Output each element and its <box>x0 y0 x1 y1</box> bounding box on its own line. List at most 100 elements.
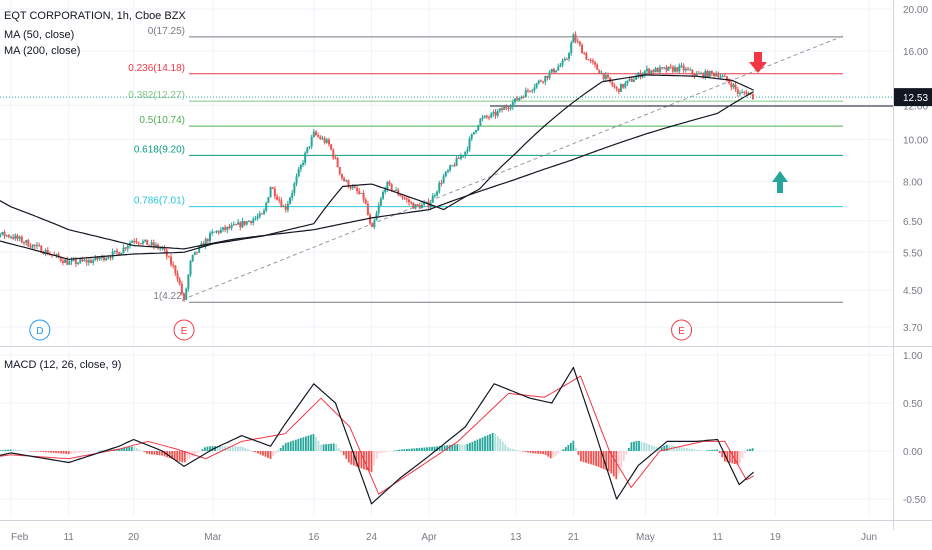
candle-body-138 <box>265 202 268 211</box>
candle-body-173 <box>340 173 343 179</box>
candle-body-112 <box>208 233 211 242</box>
candle-body-51 <box>77 262 80 264</box>
fibonacci-retracement[interactable]: 0(17.25) 0.236(14.18) 0.382(12.27) 0.5(10.7… <box>128 26 843 303</box>
candle-body-291 <box>596 64 599 70</box>
event-marker-circle-0[interactable] <box>29 319 51 341</box>
macd-histogram-bar-271 <box>650 445 653 451</box>
candle-body-266 <box>542 81 545 83</box>
macd-histogram-bar-71 <box>146 451 148 454</box>
candle-body-257 <box>522 96 525 98</box>
candle-body-23 <box>16 235 19 239</box>
macd-histogram-bar-180 <box>421 447 423 451</box>
macd-histogram-bar-199 <box>469 442 471 451</box>
macd-histogram-bar-214 <box>506 447 509 451</box>
event-marker-circle-1[interactable] <box>173 319 195 341</box>
candle-body-145 <box>280 200 283 207</box>
candle-body-298 <box>611 82 614 86</box>
time-tick-label-5: 24 <box>366 532 378 543</box>
macd-histogram-bar-101 <box>221 446 224 451</box>
candle-body-279 <box>570 42 573 54</box>
macd-histogram-bar-306 <box>739 451 741 464</box>
macd-histogram-bar-165 <box>383 451 386 453</box>
price-tick-label-1: 16.00 <box>903 47 928 58</box>
candle-body-324 <box>667 66 670 71</box>
candle-body-57 <box>90 260 93 263</box>
red-down-arrow-icon[interactable] <box>749 52 767 73</box>
candle-body-238 <box>481 117 484 119</box>
macd-histogram-bar-250 <box>597 451 600 468</box>
macd-histogram-bar-81 <box>171 451 174 460</box>
candle-body-351 <box>725 76 728 81</box>
macd-histogram-bar-226 <box>537 451 539 454</box>
candle-body-308 <box>632 79 635 82</box>
candle-body-159 <box>310 137 313 147</box>
macd-histogram-bar-171 <box>398 449 401 451</box>
macd-histogram-bar-93 <box>201 449 204 451</box>
price-tick-label-7: 4.50 <box>903 286 923 297</box>
candle-body-72 <box>122 247 125 253</box>
macd-histogram-bar-304 <box>733 451 736 465</box>
macd-histogram-bar-179 <box>418 447 421 451</box>
candle-body-25 <box>20 236 23 243</box>
macd-histogram-bar-33 <box>50 451 52 453</box>
macd-histogram-bar-86 <box>183 451 186 463</box>
macd-histogram-bar-49 <box>90 451 93 452</box>
candle-body-117 <box>219 229 222 233</box>
macd-histogram-bar-274 <box>658 447 661 451</box>
macd-histogram-bar-243 <box>580 451 582 462</box>
macd-histogram-bar-40 <box>67 451 70 455</box>
candle-body-89 <box>159 248 162 250</box>
green-up-arrow-icon[interactable] <box>772 171 788 193</box>
macd-histogram-bar-146 <box>335 444 338 451</box>
candle-body-252 <box>511 102 514 108</box>
macd-histogram-bar-99 <box>216 446 219 451</box>
macd-histogram-bar-298 <box>718 451 721 454</box>
macd-histogram-bar-27 <box>34 451 37 452</box>
candle-body-187 <box>371 223 374 228</box>
candle-body-254 <box>516 98 519 101</box>
candle-body-68 <box>113 250 116 252</box>
candle-body-118 <box>221 227 224 230</box>
macd-histogram-bar-285 <box>686 448 688 451</box>
candle-body-73 <box>124 247 127 249</box>
candle-body-235 <box>475 130 478 133</box>
macd-histogram-bar-50 <box>93 451 95 452</box>
candle-body-325 <box>669 66 672 68</box>
macd-histogram-bar-236 <box>562 449 565 451</box>
macd-histogram-bar-105 <box>231 446 234 451</box>
macd-histogram-bar-166 <box>385 451 388 453</box>
macd-histogram-bar-63 <box>125 447 128 451</box>
candle-body-28 <box>27 240 30 247</box>
candle-body-243 <box>492 112 495 114</box>
macd-histogram-bar-120 <box>269 451 272 459</box>
macd-histogram-bar-301 <box>726 451 729 463</box>
macd-histogram-bar-235 <box>559 451 562 452</box>
candle-body-248 <box>503 106 506 110</box>
candle-body-260 <box>529 90 532 92</box>
macd-histogram-bar-293 <box>706 450 709 451</box>
candle-body-147 <box>284 206 287 210</box>
fib-level-label-5: 0.786(7.01) <box>134 196 185 207</box>
candle-body-30 <box>31 244 34 248</box>
macd-histogram-bar-110 <box>244 447 247 451</box>
candle-body-78 <box>135 241 138 243</box>
candle-body-185 <box>366 203 369 215</box>
macd-histogram-bar-96 <box>209 446 211 451</box>
macd-histogram-bar-131 <box>297 438 300 451</box>
event-marker-circle-2[interactable] <box>671 319 693 341</box>
candle-body-338 <box>697 73 700 75</box>
dashed-trendline[interactable] <box>188 35 844 298</box>
candle-body-246 <box>498 108 501 112</box>
macd-histogram-bar-153 <box>352 451 355 466</box>
price-tick-label-5: 6.50 <box>903 217 923 228</box>
trendline[interactable] <box>188 35 893 298</box>
candle-body-270 <box>550 68 553 73</box>
candle-body-265 <box>539 80 542 82</box>
macd-histogram-bar-309 <box>746 449 749 451</box>
candle-body-93 <box>167 256 170 258</box>
macd-histogram-bar-109 <box>241 446 244 451</box>
candle-body-261 <box>531 90 534 92</box>
candle-body-230 <box>464 151 467 156</box>
